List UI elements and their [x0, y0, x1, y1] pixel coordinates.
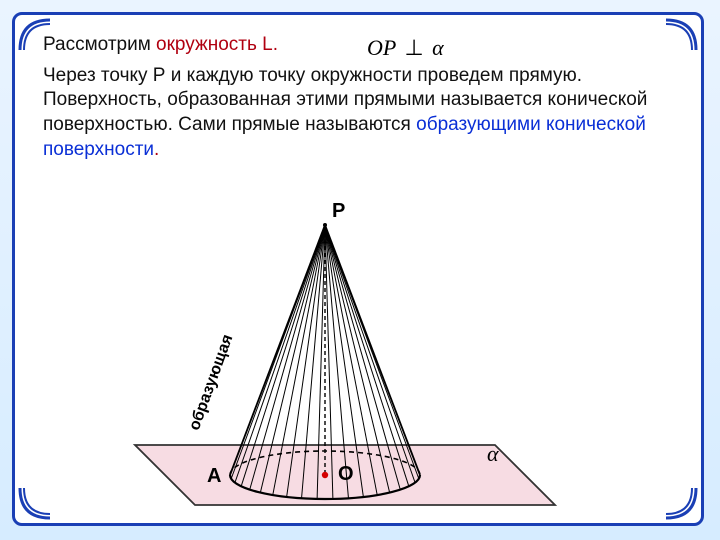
- text-consider: Рассмотрим: [43, 34, 156, 55]
- label-o: О: [338, 463, 354, 486]
- formula-op: OP: [367, 35, 396, 60]
- label-p: Р: [332, 200, 345, 223]
- label-alpha: α: [487, 441, 499, 467]
- cone-svg: [95, 185, 615, 515]
- paragraph: Через точку Р и каждую точку окружности …: [43, 64, 679, 163]
- label-a: А: [207, 465, 221, 488]
- formula-alpha: α: [432, 35, 444, 60]
- text-block: Рассмотрим окружность L. Через точку Р и…: [43, 33, 679, 162]
- cone-figure: Р О А α образующая: [95, 185, 615, 515]
- perpendicular-icon: ⊥: [401, 35, 426, 60]
- line-consider: Рассмотрим окружность L.: [43, 33, 679, 58]
- para-dot: .: [154, 139, 159, 160]
- corner-decor-icon: [18, 486, 52, 520]
- text-circle-l: окружность L.: [156, 34, 278, 55]
- slide-frame: Рассмотрим окружность L. Через точку Р и…: [12, 12, 704, 526]
- corner-decor-icon: [664, 486, 698, 520]
- formula-op-perp-alpha: OP ⊥ α: [367, 35, 444, 61]
